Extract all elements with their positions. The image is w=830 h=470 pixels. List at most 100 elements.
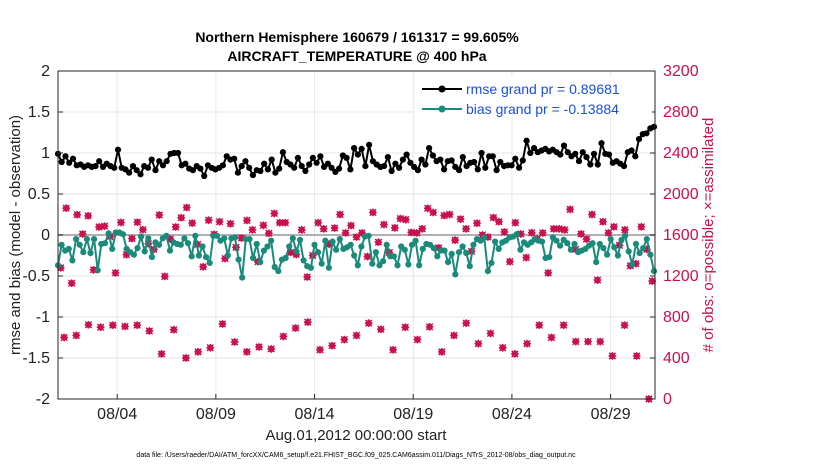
bias-point	[622, 232, 629, 239]
obs-assimilated-marker	[62, 204, 71, 212]
bias-point	[130, 251, 137, 258]
obs-assimilated-marker	[259, 221, 268, 230]
rmse-point	[234, 169, 241, 176]
obs-assimilated-marker	[489, 213, 498, 222]
obs-low-assimilated-marker	[340, 335, 349, 344]
legend: rmse grand pr = 0.89681 bias grand pr = …	[414, 76, 652, 118]
x-axis-ticks: 08/04 08/09 08/14 08/19 08/24 08/29	[97, 394, 631, 423]
obs-assimilated-marker	[166, 235, 175, 243]
obs-assimilated-marker	[160, 272, 169, 281]
obs-assimilated-marker	[248, 226, 257, 234]
left-tick-label: 1	[41, 145, 50, 162]
x-tick-label: 08/14	[295, 406, 335, 423]
obs-low-assimilated-marker	[96, 323, 105, 332]
bias-point	[546, 254, 553, 261]
rmse-point	[272, 169, 279, 176]
bias-point	[625, 248, 632, 255]
rmse-point	[441, 166, 448, 173]
bias-point	[492, 238, 499, 245]
obs-low-assimilated-marker	[486, 329, 495, 338]
bias-point	[607, 236, 614, 243]
obs-assimilated-marker	[604, 229, 613, 237]
rmse-point	[129, 163, 137, 170]
bias-point	[101, 240, 109, 247]
rmse-point	[257, 167, 264, 175]
legend-bias-marker	[438, 105, 446, 113]
obs-low-assimilated-marker	[571, 337, 580, 346]
obs-assimilated-marker	[621, 226, 629, 234]
obs-low-assimilated-marker	[523, 339, 531, 348]
rmse-point	[261, 160, 268, 167]
bias-point	[307, 264, 314, 271]
bias-point	[600, 245, 607, 252]
x-tick-label: 08/04	[97, 406, 137, 423]
rmse-point	[174, 149, 182, 157]
obs-low-assimilated-marker	[291, 324, 300, 332]
rmse-point	[92, 163, 99, 170]
rmse-point	[474, 166, 481, 173]
rmse-point	[182, 160, 189, 167]
bias-point	[376, 262, 383, 269]
rmse-point	[560, 142, 568, 149]
obs-assimilated-marker	[648, 277, 657, 285]
rmse-point	[605, 151, 613, 158]
bias-point	[268, 237, 275, 244]
bias-point	[87, 249, 94, 257]
bias-point	[289, 235, 296, 242]
right-axis-label: # of obs: o=possible; ×=assimilated	[700, 118, 717, 353]
obs-assimilated-marker	[319, 225, 328, 233]
legend-bias-text: bias grand pr = -0.13884	[466, 101, 619, 117]
obs-assimilated-marker	[336, 210, 344, 219]
obs-low-assimilated-marker	[559, 321, 568, 330]
obs-low-assimilated-marker	[364, 319, 373, 327]
obs-assimilated-marker	[484, 233, 492, 241]
obs-low-assimilated-marker	[230, 338, 239, 346]
obs-low-assimilated-marker	[194, 348, 202, 356]
rmse-point	[62, 153, 69, 160]
bias-point	[412, 237, 419, 244]
obs-assimilated-marker	[445, 210, 454, 219]
right-axis-ticks: 0 400 800 1200 1600 2000 2400 2800 3200	[650, 63, 699, 408]
rmse-point	[309, 154, 316, 161]
obs-low-assimilated-marker	[401, 323, 410, 332]
bias-point	[390, 253, 397, 260]
obs-assimilated-marker	[122, 250, 131, 259]
bias-point	[614, 252, 622, 259]
obs-low-assimilated-marker	[108, 321, 117, 330]
bias-point	[401, 246, 408, 253]
bias-point	[470, 241, 477, 248]
obs-low-assimilated-marker	[389, 345, 397, 354]
rmse-point	[497, 158, 504, 166]
rmse-point	[268, 156, 275, 163]
legend-rmse-text: rmse grand pr = 0.89681	[466, 81, 620, 97]
rmse-point	[422, 161, 429, 168]
obs-assimilated-marker	[73, 210, 82, 219]
rmse-point	[152, 167, 159, 174]
obs-assimilated-marker	[538, 229, 547, 237]
bias-point	[83, 236, 90, 243]
obs-assimilated-marker	[100, 222, 109, 231]
left-tick-label: -1.5	[22, 350, 50, 367]
bias-point	[239, 274, 246, 281]
obs-assimilated-marker	[303, 273, 312, 281]
bias-point	[380, 258, 387, 265]
rmse-point	[347, 166, 354, 173]
rmse-point	[478, 149, 485, 157]
bias-point	[408, 241, 416, 248]
bias-point	[231, 234, 239, 241]
obs-low-assimilated-marker	[596, 337, 605, 346]
rmse-point	[471, 158, 478, 166]
obs-assimilated-marker	[67, 279, 76, 288]
bias-point	[203, 254, 210, 261]
obs-low-assimilated-marker	[243, 348, 251, 356]
obs-assimilated-marker	[155, 211, 164, 219]
obs-assimilated-marker	[286, 248, 295, 257]
left-tick-label: 0	[41, 227, 50, 244]
obs-low-assimilated-marker	[535, 321, 544, 330]
bias-point	[466, 263, 473, 270]
obs-low-assimilated-marker	[157, 350, 166, 358]
bias-point	[195, 252, 202, 259]
obs-low-assimilated-marker	[145, 327, 154, 335]
left-tick-label: 2	[41, 63, 50, 80]
rmse-point	[306, 161, 313, 168]
